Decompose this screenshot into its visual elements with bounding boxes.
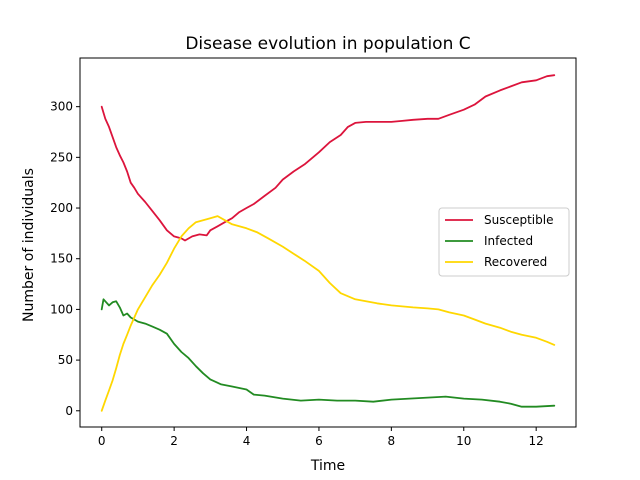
y-tick-label: 150	[50, 252, 73, 266]
y-tick-label: 200	[50, 201, 73, 215]
series-lines	[100, 74, 556, 412]
legend-box	[438, 207, 570, 277]
legend: Susceptible Infected Recovered	[438, 207, 570, 277]
x-tick-label: 12	[529, 434, 544, 448]
series-line-susceptible	[100, 74, 556, 242]
y-tick-label: 0	[65, 404, 73, 418]
y-tick-label: 300	[50, 100, 73, 114]
x-tick-label: 0	[98, 434, 106, 448]
x-axis-title: Time	[310, 458, 345, 474]
x-tick-label: 8	[388, 434, 396, 448]
x-tick-label: 6	[315, 434, 323, 448]
y-tick-label: 100	[50, 302, 73, 316]
x-tick-label: 2	[170, 434, 178, 448]
chart-title: Disease evolution in population C	[185, 34, 470, 54]
legend-label-susceptible: Susceptible	[484, 213, 553, 227]
x-tick-label: 10	[456, 434, 471, 448]
plot-frame	[79, 57, 577, 428]
x-tick-label: 4	[243, 434, 251, 448]
legend-label-infected: Infected	[484, 234, 533, 248]
y-axis-title: Number of individuals	[21, 168, 37, 322]
legend-label-recovered: Recovered	[484, 255, 547, 269]
y-tick-label: 250	[50, 150, 73, 164]
y-tick-label: 50	[58, 353, 73, 367]
series-line-recovered	[100, 215, 556, 412]
axis-ticks: 0 2 4 6 8 10 12 0 50 100 150 200 250 300	[50, 100, 544, 448]
series-line-infected	[100, 298, 556, 408]
